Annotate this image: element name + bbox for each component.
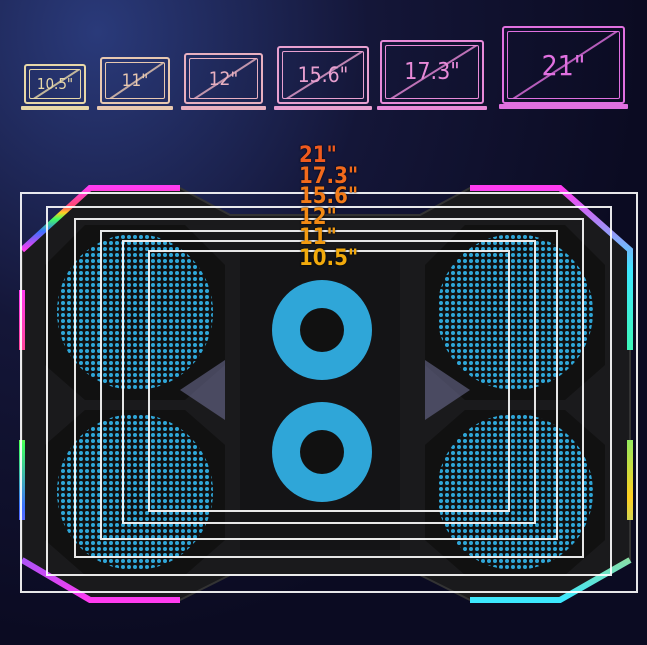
laptop-base xyxy=(377,106,487,110)
pad-size-15-6: 15.6" xyxy=(299,184,359,209)
laptop-base xyxy=(274,106,372,110)
pad-size-12: 12" xyxy=(299,204,337,230)
laptop-icon-15-6: 15.6" xyxy=(277,46,369,104)
outline-15-6 xyxy=(74,218,584,558)
fan-top-right xyxy=(425,225,605,400)
outline-10-5 xyxy=(148,250,510,512)
laptop-icon-12: 12" xyxy=(184,53,263,104)
outline-21 xyxy=(20,192,638,593)
laptop-icon-17-3: 17.3" xyxy=(380,40,484,104)
laptop-base xyxy=(181,106,266,110)
outline-12 xyxy=(100,230,558,540)
fan-top-left xyxy=(45,225,225,400)
pad-size-17-3: 17.3" xyxy=(299,163,359,189)
laptop-icon-21: 21" xyxy=(502,26,625,104)
laptop-icon-11: 11" xyxy=(100,57,170,104)
fan-bottom-right xyxy=(425,410,605,575)
laptop-icon-10-5: 10.5" xyxy=(24,64,86,104)
laptop-base xyxy=(21,106,89,110)
laptop-base xyxy=(97,106,173,110)
outline-11 xyxy=(122,240,536,524)
fan-bottom-left xyxy=(45,410,225,575)
laptop-base xyxy=(499,104,628,109)
pad-size-11: 11" xyxy=(299,225,337,250)
pad-size-list: 21" 17.3" 15.6" 12" 11" 10.5" xyxy=(299,143,359,271)
pad-size-10-5: 10.5" xyxy=(299,245,359,271)
pad-size-21: 21" xyxy=(299,143,337,168)
outline-17-3 xyxy=(46,206,612,576)
